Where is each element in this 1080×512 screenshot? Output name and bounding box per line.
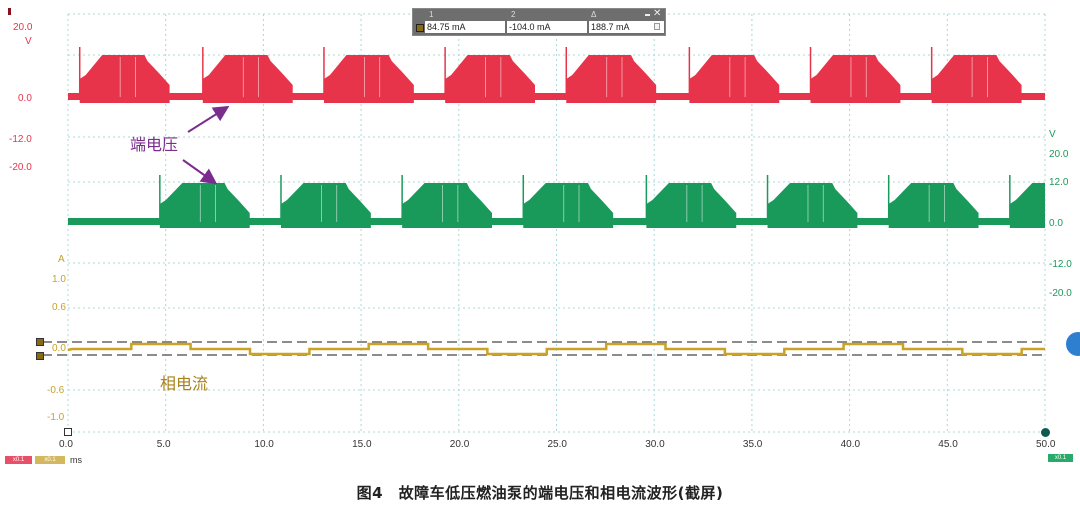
red-axis-unit: V	[25, 36, 32, 47]
green-axis-unit: V	[1049, 129, 1056, 140]
red-axis-tick-20: 20.0	[13, 22, 33, 33]
red-channel-chip[interactable]: x0.1	[5, 456, 32, 464]
gold-axis-tick-minus0.6: -0.6	[47, 385, 65, 396]
x-axis-tick: 50.0	[1036, 439, 1056, 450]
readout-delta: 188.7 mA	[589, 21, 664, 33]
time-end-handle[interactable]	[1041, 428, 1050, 437]
x-axis-tick: 35.0	[742, 439, 763, 450]
lock-icon[interactable]	[654, 23, 660, 30]
x-axis-tick: 25.0	[547, 439, 567, 450]
x-axis-tick: 20.0	[449, 439, 470, 450]
red-channel-marker	[8, 8, 11, 15]
cursor-2-handle[interactable]	[36, 352, 44, 360]
x-axis-tick: 0.0	[59, 439, 73, 450]
x-axis-tick: 30.0	[645, 439, 665, 450]
annotation-phase-current: 相电流	[160, 374, 209, 393]
readout-col1-header: 1	[429, 10, 434, 19]
green-axis-tick-20: 20.0	[1049, 149, 1069, 160]
gold-axis-tick-0: 0.0	[52, 343, 66, 354]
gold-axis-unit: A	[58, 254, 65, 265]
x-axis-unit: ms	[70, 455, 82, 465]
green-axis-tick-minus20: -20.0	[1049, 288, 1072, 299]
gold-channel-chip[interactable]: x0.1	[35, 456, 65, 464]
x-axis-tick: 15.0	[352, 439, 372, 450]
readout-value-2: -104.0 mA	[507, 21, 587, 33]
annotation-terminal-voltage: 端电压	[130, 135, 179, 154]
red-axis-tick-minus12: -12.0	[9, 134, 32, 145]
red-axis-tick-minus20: -20.0	[9, 162, 32, 173]
figure-caption: 图4 故障车低压燃油泵的端电压和相电流波形(截屏)	[356, 484, 724, 502]
x-axis-tick: 40.0	[840, 439, 861, 450]
gold-axis-tick-minus1: -1.0	[47, 412, 65, 423]
x-axis-tick: 45.0	[938, 439, 958, 450]
cursor-readout-panel[interactable]: 1 2 Δ ✕ 84.75 mA -104.0 mA 188.7 mA	[412, 8, 666, 36]
minimize-icon[interactable]	[645, 14, 650, 16]
trigger-handle[interactable]	[64, 428, 72, 436]
red-axis-tick-0: 0.0	[18, 93, 32, 104]
channel-color-icon	[416, 24, 424, 32]
close-icon[interactable]: ✕	[653, 8, 662, 19]
readout-value-1: 84.75 mA	[425, 21, 505, 33]
cursor-1-handle[interactable]	[36, 338, 44, 346]
readout-col2-header: 2	[511, 10, 516, 19]
green-axis-tick-minus12: -12.0	[1049, 259, 1072, 270]
green-axis-tick-12: 12.0	[1049, 177, 1069, 188]
gold-axis-tick-1: 1.0	[52, 274, 66, 285]
green-axis-tick-0: 0.0	[1049, 218, 1063, 229]
x-axis-tick: 10.0	[254, 439, 274, 450]
scroll-handle[interactable]	[1066, 332, 1080, 356]
x-axis-tick: 5.0	[156, 439, 171, 450]
gold-axis-tick-0.6: 0.6	[52, 302, 66, 313]
readout-delta-header: Δ	[591, 10, 597, 19]
oscilloscope-plot	[42, 13, 1046, 433]
green-channel-chip[interactable]: x0.1	[1048, 454, 1073, 462]
